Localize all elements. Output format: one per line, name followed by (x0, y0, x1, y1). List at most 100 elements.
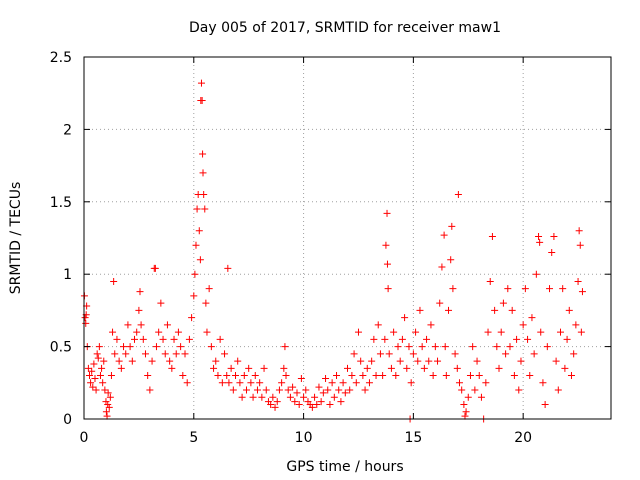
data-point (102, 398, 110, 406)
data-point (454, 191, 462, 199)
data-point (188, 314, 196, 322)
data-point (517, 357, 525, 365)
data-point (550, 233, 558, 241)
data-point (284, 386, 292, 394)
data-point (374, 321, 382, 329)
data-point (315, 383, 323, 391)
data-point (291, 398, 299, 406)
data-point (295, 401, 303, 409)
data-point (271, 403, 279, 411)
data-point (100, 357, 108, 365)
data-point (99, 379, 107, 387)
data-point (302, 386, 310, 394)
data-point (95, 343, 103, 351)
data-point (471, 386, 479, 394)
data-point (574, 277, 582, 285)
data-point (384, 285, 392, 293)
data-point (431, 343, 439, 351)
data-point (565, 306, 573, 314)
data-point (155, 328, 163, 336)
data-point (207, 343, 215, 351)
data-point (491, 306, 499, 314)
data-point (93, 350, 101, 358)
data-point (106, 393, 114, 401)
data-point (379, 372, 387, 380)
data-point (407, 379, 415, 387)
data-point (124, 321, 132, 329)
data-point (350, 350, 358, 358)
data-point (559, 285, 567, 293)
data-point (537, 328, 545, 336)
data-point (102, 408, 110, 416)
data-point (328, 379, 336, 387)
data-point (199, 150, 207, 158)
data-point (368, 357, 376, 365)
data-point (197, 79, 205, 87)
data-point (405, 343, 413, 351)
y-axis-label: SRMTID / TECUs (8, 182, 24, 295)
data-point (200, 191, 208, 199)
data-point (317, 398, 325, 406)
data-point (245, 364, 253, 372)
y-tick-label: 0 (63, 412, 72, 428)
data-point (247, 379, 255, 387)
data-point (462, 408, 470, 416)
data-point (232, 372, 240, 380)
data-point (383, 209, 391, 217)
data-point (84, 364, 92, 372)
data-point (262, 386, 270, 394)
data-point (313, 401, 321, 409)
grid-lines (84, 57, 611, 419)
data-point (221, 350, 229, 358)
data-point (81, 314, 89, 322)
data-point (361, 386, 369, 394)
data-point (486, 277, 494, 285)
data-point (104, 389, 112, 397)
data-point (282, 372, 290, 380)
data-point (139, 335, 147, 343)
data-point (109, 328, 117, 336)
data-point (225, 379, 233, 387)
data-point (427, 321, 435, 329)
data-point (455, 379, 463, 387)
data-point (535, 233, 543, 241)
x-tick-label: 15 (404, 430, 422, 446)
data-point (412, 328, 420, 336)
data-point (159, 335, 167, 343)
data-point (563, 335, 571, 343)
data-point (354, 328, 362, 336)
data-point (339, 379, 347, 387)
data-point (258, 393, 266, 401)
data-point (519, 321, 527, 329)
data-point (510, 372, 518, 380)
data-point (111, 350, 119, 358)
data-point (91, 374, 99, 382)
x-tick-label: 0 (80, 430, 89, 446)
data-point (128, 357, 136, 365)
data-point (458, 386, 466, 394)
data-point (151, 264, 159, 272)
data-point (234, 357, 242, 365)
data-point (363, 364, 371, 372)
data-point (330, 393, 338, 401)
data-point (273, 398, 281, 406)
data-point (567, 372, 575, 380)
data-point (414, 357, 422, 365)
data-point (297, 374, 305, 382)
data-point (392, 372, 400, 380)
data-point (438, 263, 446, 271)
data-point (448, 222, 456, 230)
data-point (493, 343, 501, 351)
data-point (115, 357, 123, 365)
data-point (216, 335, 224, 343)
data-point (515, 386, 523, 394)
data-point (495, 364, 503, 372)
data-point (253, 386, 261, 394)
data-point (532, 270, 540, 278)
data-point (420, 364, 428, 372)
data-point (133, 328, 141, 336)
data-point (120, 343, 128, 351)
data-point (447, 256, 455, 264)
data-point (403, 364, 411, 372)
data-point (385, 350, 393, 358)
